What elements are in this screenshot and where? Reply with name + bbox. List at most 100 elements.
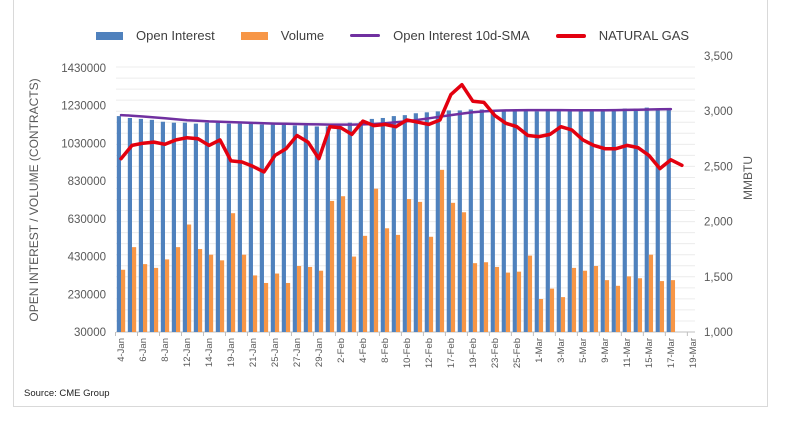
y2-tick-label: 1,500 [704, 272, 733, 284]
y2-tick-label: 3,000 [704, 106, 733, 118]
volume-bar [307, 266, 313, 332]
volume-bar [406, 199, 412, 332]
x-tick-label: 15-Mar [644, 338, 655, 368]
x-tick-label: 4-Feb [358, 338, 369, 363]
sma-swatch [350, 34, 381, 37]
y-tick-label: 1030000 [61, 138, 106, 150]
open-interest-bar [193, 123, 198, 332]
volume-bar [516, 271, 522, 332]
open-interest-bar [259, 124, 264, 332]
volume-bar [560, 297, 566, 332]
x-tick-label: 10-Feb [402, 338, 413, 368]
open-interest-bar [226, 123, 231, 332]
open-interest-bar [171, 122, 176, 332]
y2-axis-title: MMBTU [741, 156, 755, 200]
volume-bar [241, 254, 247, 332]
open-interest-bar [391, 116, 396, 332]
open-interest-bar [248, 123, 253, 332]
open-interest-bar [325, 126, 330, 332]
y-axis-ticks: 1430000 1230000 1030000 830000 630000 430000 2… [61, 63, 106, 339]
open-interest-bar [644, 107, 649, 332]
volume-bar [593, 266, 599, 332]
x-tick-label: 19-Jan [226, 338, 237, 367]
open-interest-bar [116, 116, 121, 332]
bars [116, 107, 676, 333]
x-tick-label: 2-Feb [336, 338, 347, 363]
volume-bar [121, 269, 126, 332]
volume-bar [329, 200, 335, 332]
open-interest-bar [567, 110, 572, 332]
x-tick-label: 17-Mar [666, 338, 677, 368]
y-tick-label: 430000 [68, 252, 106, 264]
volume-bar [131, 247, 137, 332]
volume-bar [450, 202, 456, 332]
x-tick-label: 23-Feb [490, 338, 501, 368]
y2-tick-label: 2,000 [704, 217, 733, 229]
volume-bar [428, 236, 434, 332]
open-interest-bar [589, 110, 594, 332]
volume-bar [505, 272, 511, 332]
volume-bar [549, 288, 555, 332]
open-interest-bar [204, 122, 209, 332]
volume-bar [197, 249, 203, 332]
x-tick-label: 6-Jan [138, 338, 149, 362]
x-tick-label: 11-Mar [622, 338, 633, 367]
open-interest-bar [336, 125, 341, 332]
open-interest-bar [424, 112, 429, 332]
y2-tick-label: 1,000 [704, 327, 733, 339]
open-interest-bar [622, 108, 627, 333]
volume-bar [626, 276, 632, 332]
natural-gas-line [119, 82, 684, 174]
x-tick-label: 3-Mar [556, 338, 567, 363]
open-interest-bar [127, 117, 132, 332]
volume-bar [373, 188, 379, 332]
open-interest-bar [314, 126, 319, 332]
open-interest-bar [490, 110, 495, 332]
volume-bar [219, 260, 225, 332]
volume-bar [604, 280, 610, 332]
legend-label: Open Interest 10d-SMA [393, 28, 530, 43]
x-tick-label: 9-Mar [600, 338, 611, 363]
volume-bar [659, 281, 665, 332]
x-tick-label: 8-Jan [160, 338, 171, 362]
open-interest-bar [611, 109, 616, 332]
volume-bar [252, 275, 258, 332]
x-tick-label: 4-Jan [116, 338, 127, 362]
chart-frame [13, 0, 768, 407]
y-tick-label: 30000 [74, 327, 106, 339]
x-tick-label: 8-Feb [380, 338, 391, 363]
legend-label: Volume [280, 28, 325, 43]
volume-swatch [240, 31, 268, 40]
x-tick-label: 29-Jan [314, 338, 325, 367]
volume-bar [142, 264, 148, 332]
volume-bar [175, 247, 181, 332]
open-interest-bar [512, 110, 517, 332]
open-interest-bar [413, 113, 418, 332]
open-interest-bar [292, 125, 297, 332]
volume-bar [417, 201, 423, 332]
natural-gas-swatch [555, 33, 586, 38]
series-lines [119, 82, 684, 174]
y-tick-label: 630000 [68, 214, 106, 226]
y-tick-label: 1230000 [61, 101, 106, 113]
legend-sma: Open Interest 10d-SMA [350, 28, 530, 43]
open-interest-bar [479, 109, 484, 332]
x-tick-label: 27-Jan [292, 338, 303, 367]
x-tick-label: 21-Jan [248, 338, 259, 367]
legend-label: NATURAL GAS [598, 28, 690, 43]
volume-bar [274, 273, 280, 332]
volume-bar [186, 224, 192, 332]
open-interest-bar [578, 110, 583, 332]
x-tick-label: 12-Jan [182, 338, 193, 367]
open-interest-bar [666, 109, 671, 332]
volume-bar [538, 299, 544, 332]
x-tick-label: 25-Feb [512, 338, 523, 368]
open-interest-bar [358, 121, 363, 332]
open-interest-swatch [96, 31, 123, 40]
legend-volume: Volume [240, 28, 325, 43]
volume-bar [208, 254, 214, 332]
volume-bar [472, 263, 478, 332]
volume-bar [483, 262, 489, 332]
y-axis-title: OPEN INTEREST / VOLUME (CONTRACTS) [27, 78, 41, 321]
x-tick-label: 25-Jan [270, 338, 281, 367]
